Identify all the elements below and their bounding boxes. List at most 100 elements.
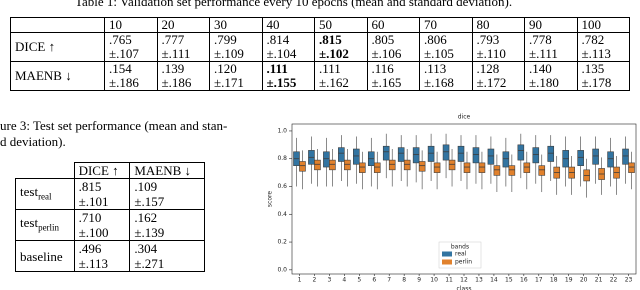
cell: .128 ±.172 bbox=[471, 61, 525, 91]
table-caption: Table 1: Validation set performance ever… bbox=[75, 0, 513, 9]
label-text: baseline bbox=[20, 248, 63, 264]
cell-std: ±.113 bbox=[581, 46, 611, 61]
box bbox=[359, 162, 366, 173]
x-tick-label: 3 bbox=[327, 277, 331, 284]
caption-line: ure 3: Test set performance (mean and st… bbox=[0, 118, 228, 133]
cell: .777 ±.111 bbox=[156, 32, 210, 62]
cell: .793 ±.110 bbox=[471, 32, 525, 62]
table-row: MAENB ↓ .154 ±.186.139 ±.186.120 ±.171.111 ±.… bbox=[10, 61, 630, 91]
column-header: 70 bbox=[419, 17, 473, 33]
y-tick-label: 0.4 bbox=[277, 211, 287, 218]
y-tick-label: 0.8 bbox=[277, 155, 287, 162]
legend-label: real bbox=[455, 251, 467, 258]
legend-swatch bbox=[442, 259, 452, 265]
x-tick-label: 4 bbox=[342, 277, 346, 284]
column-header: 30 bbox=[209, 17, 263, 33]
cell-mean: .710 bbox=[78, 210, 102, 225]
column-header: DICE ↑ bbox=[73, 162, 131, 179]
x-tick-label: 11 bbox=[445, 277, 453, 284]
cell-mean: .782 bbox=[581, 32, 605, 47]
x-tick-label: 2 bbox=[313, 277, 317, 284]
cell-std: ±.271 bbox=[134, 256, 165, 271]
cell-std: ±.172 bbox=[476, 75, 507, 90]
legend-label: perlin bbox=[455, 259, 472, 266]
cell-mean: .793 bbox=[476, 32, 500, 47]
row-label: testreal bbox=[15, 178, 75, 210]
cell: .139 ±.186 bbox=[156, 61, 210, 91]
box bbox=[463, 162, 471, 173]
cell-std: ±.186 bbox=[161, 75, 192, 90]
cell-mean: .496 bbox=[78, 241, 102, 256]
table-row: testreal .815 ±.101.109 ±.157 bbox=[15, 178, 205, 210]
box bbox=[382, 145, 390, 161]
box bbox=[314, 159, 321, 171]
cell-std: ±.155 bbox=[266, 75, 297, 90]
column-header: 10 bbox=[104, 17, 158, 33]
cell-std: ±.186 bbox=[109, 75, 139, 90]
cell: .304 ±.271 bbox=[129, 240, 205, 272]
column-header: 40 bbox=[261, 17, 315, 33]
cell-mean: .814 bbox=[266, 32, 290, 47]
label-text: test bbox=[20, 214, 39, 230]
x-tick-label: 9 bbox=[417, 277, 421, 284]
cell: .710 ±.100 bbox=[73, 209, 131, 241]
x-tick-label: 18 bbox=[550, 277, 558, 284]
cell-std: ±.106 bbox=[371, 46, 402, 61]
cell: .806 ±.105 bbox=[419, 32, 473, 62]
box bbox=[448, 159, 456, 171]
cell-std: ±.111 bbox=[529, 46, 558, 61]
cell-std: ±.100 bbox=[78, 225, 109, 240]
x-tick-label: 1 bbox=[298, 277, 302, 284]
box bbox=[397, 147, 405, 162]
x-tick-label: 13 bbox=[475, 277, 483, 284]
cell-mean: .109 bbox=[134, 179, 158, 194]
x-tick-label: 19 bbox=[565, 277, 573, 284]
cell-std: ±.139 bbox=[134, 225, 165, 240]
table-row: DICE ↑ .765 ±.107.777 ±.111.799 ±.109.814 ±.1… bbox=[10, 32, 630, 62]
x-tick-label: 5 bbox=[357, 277, 361, 284]
box bbox=[592, 148, 599, 165]
test-table: DICE ↑ MAENB ↓ testreal .815 ±.101.109 ±.157 t… bbox=[15, 162, 205, 272]
corner-cell bbox=[10, 17, 105, 33]
plot-frame bbox=[291, 123, 637, 275]
header-row: DICE ↑ MAENB ↓ bbox=[16, 162, 205, 179]
cell-std: ±.165 bbox=[371, 75, 402, 90]
box bbox=[493, 165, 501, 176]
box bbox=[628, 162, 635, 173]
x-tick-label: 14 bbox=[490, 277, 498, 284]
box bbox=[523, 162, 531, 173]
validation-table: 10 20 30 40 50 60 70 80 90 100 DICE ↑ .765 ±.107.777… bbox=[10, 17, 630, 91]
chart-title: dice bbox=[458, 114, 471, 121]
box bbox=[547, 145, 555, 162]
cell-mean: .162 bbox=[134, 210, 158, 225]
cell-std: ±.180 bbox=[529, 75, 559, 90]
cell-mean: .135 bbox=[581, 61, 605, 76]
cell-mean: .765 bbox=[109, 32, 132, 47]
cell-mean: .805 bbox=[371, 32, 395, 47]
row-label: baseline bbox=[15, 240, 75, 272]
cell-mean: .304 bbox=[134, 241, 158, 256]
cell-mean: .799 bbox=[214, 32, 237, 47]
y-axis-label: score bbox=[267, 191, 274, 207]
row-label: testperlin bbox=[15, 209, 75, 241]
box bbox=[457, 145, 465, 162]
box bbox=[517, 144, 525, 161]
x-tick-label: 8 bbox=[402, 277, 406, 284]
cell-mean: .111 bbox=[319, 61, 341, 76]
cell: .805 ±.106 bbox=[366, 32, 420, 62]
label-sub: perlin bbox=[38, 222, 60, 233]
cell-mean: .806 bbox=[424, 32, 447, 47]
cell-std: ±.105 bbox=[424, 46, 454, 61]
cell-std: ±.101 bbox=[78, 194, 109, 209]
box bbox=[323, 151, 330, 168]
column-header: 20 bbox=[156, 17, 210, 33]
box bbox=[329, 159, 336, 171]
box bbox=[502, 151, 510, 168]
cell: .815 ±.102 bbox=[314, 32, 368, 62]
cell-mean: .154 bbox=[109, 61, 132, 76]
cell-mean: .113 bbox=[424, 61, 447, 76]
cell-mean: .815 bbox=[78, 179, 102, 194]
cell: .496 ±.113 bbox=[73, 240, 131, 272]
cell-mean: .778 bbox=[529, 32, 552, 47]
